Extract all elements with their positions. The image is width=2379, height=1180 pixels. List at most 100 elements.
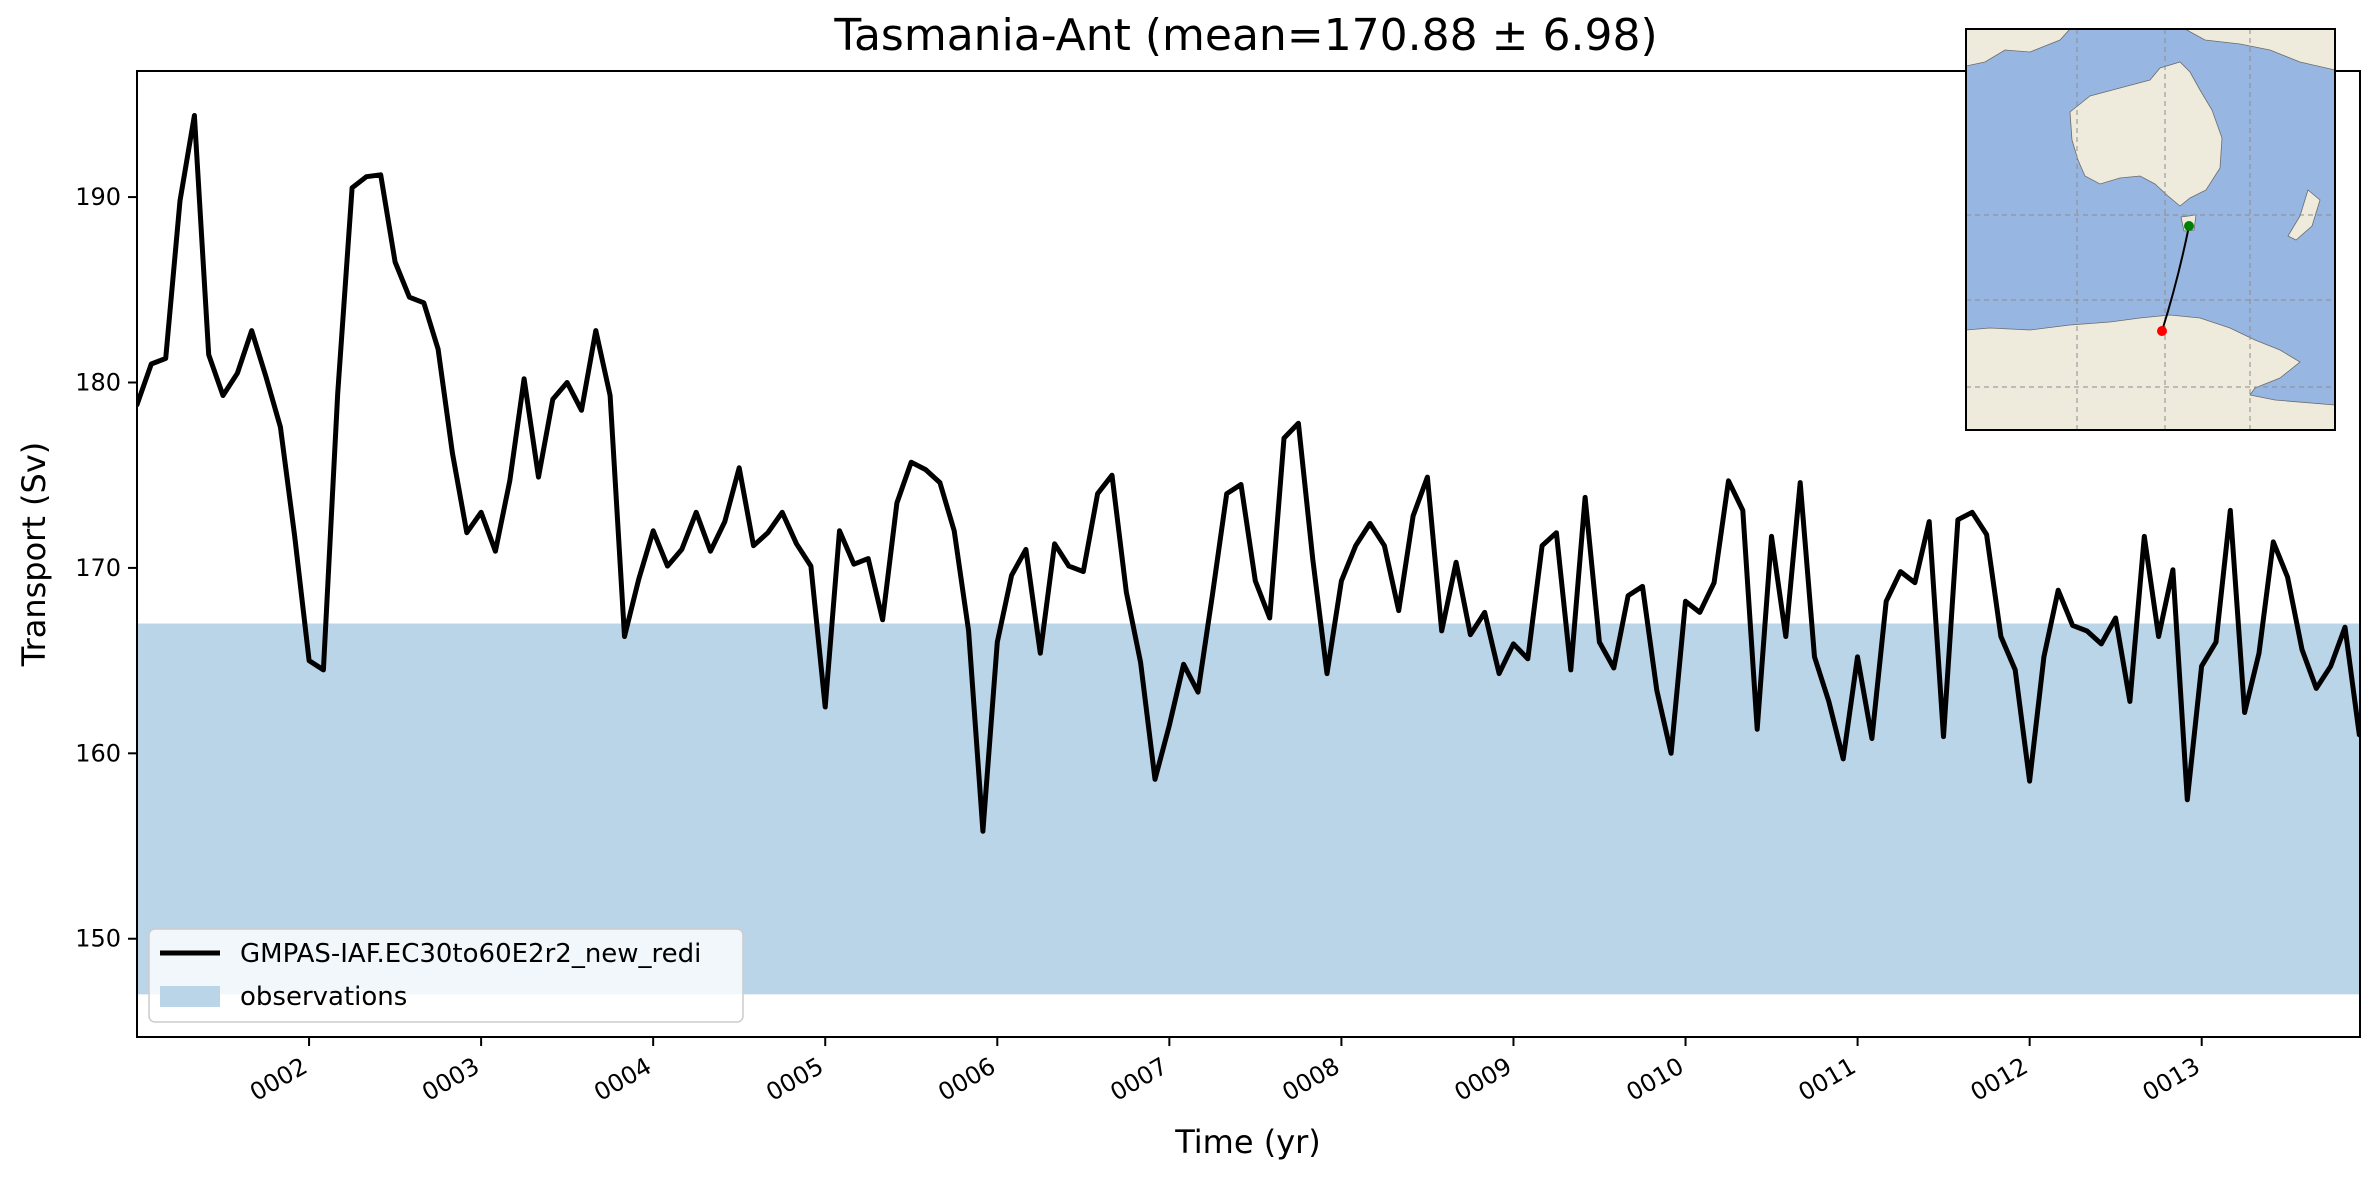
data-point: [1827, 699, 1831, 703]
data-point: [723, 520, 727, 524]
data-point: [1067, 564, 1071, 568]
data-point: [307, 659, 311, 663]
data-point: [1554, 531, 1558, 535]
data-point: [1899, 570, 1903, 574]
data-point: [178, 199, 182, 203]
series-line: [137, 113, 2360, 834]
data-point: [924, 468, 928, 472]
legend: GMPAS-IAF.EC30to60E2r2_new_redi observat…: [148, 928, 744, 1023]
data-point: [795, 542, 799, 546]
data-point: [207, 353, 211, 357]
x-tick-label: 0006: [933, 1052, 1000, 1107]
data-point: [336, 392, 340, 396]
data-point: [278, 425, 282, 429]
data-point: [623, 635, 627, 639]
section-start-marker: [2184, 221, 2194, 231]
data-point: [422, 301, 426, 305]
data-point: [1770, 534, 1774, 538]
data-point: [1884, 599, 1888, 603]
data-point: [680, 547, 684, 551]
data-point: [1698, 610, 1702, 614]
data-point: [1985, 533, 1989, 537]
data-point: [1225, 492, 1229, 496]
y-axis-label: Transport (Sv): [15, 442, 53, 668]
data-point: [1684, 599, 1688, 603]
data-point: [1096, 492, 1100, 496]
data-point: [1641, 584, 1645, 588]
data-point: [164, 356, 168, 360]
data-point: [407, 295, 411, 299]
y-tick-label: 190: [75, 183, 121, 211]
data-point: [2142, 534, 2146, 538]
data-point: [1440, 629, 1444, 633]
y-tick-label: 170: [75, 554, 121, 582]
data-point: [1956, 518, 1960, 522]
data-point: [537, 475, 541, 479]
data-point: [149, 362, 153, 366]
data-point: [1038, 651, 1042, 655]
data-point: [1784, 635, 1788, 639]
data-point: [1813, 655, 1817, 659]
plot-frame: [136, 70, 2361, 1038]
data-point: [1526, 657, 1530, 661]
legend-series-label: GMPAS-IAF.EC30to60E2r2_new_redi: [240, 939, 701, 969]
data-point: [1182, 662, 1186, 666]
data-point: [1727, 479, 1731, 483]
data-point: [1497, 672, 1501, 676]
data-point: [1382, 544, 1386, 548]
data-point: [522, 377, 526, 381]
data-point: [2013, 668, 2017, 672]
data-point: [2085, 629, 2089, 633]
data-point: [2028, 779, 2032, 783]
data-point: [2286, 575, 2290, 579]
data-point: [2128, 699, 2132, 703]
data-point: [192, 114, 196, 118]
map-land-asia: [1966, 29, 2071, 67]
data-point: [2042, 655, 2046, 659]
data-point: [2257, 651, 2261, 655]
data-point: [709, 549, 713, 553]
data-point: [651, 529, 655, 533]
data-point: [1425, 475, 1429, 479]
y-tick-label: 180: [75, 368, 121, 396]
x-tick-label: 0007: [1105, 1052, 1172, 1107]
data-point: [350, 186, 354, 190]
data-point: [1999, 635, 2003, 639]
data-point: [995, 640, 999, 644]
data-point: [594, 329, 598, 333]
data-point: [1540, 544, 1544, 548]
y-tick-label: 150: [75, 925, 121, 953]
data-point: [1483, 610, 1487, 614]
data-point: [1612, 666, 1616, 670]
legend-observations-label: observations: [240, 982, 407, 1012]
data-point: [2243, 711, 2247, 715]
data-point: [1454, 560, 1458, 564]
data-point: [508, 479, 512, 483]
data-point: [1153, 777, 1157, 781]
data-point: [2071, 623, 2075, 627]
inset-map: [1965, 28, 2336, 431]
data-point: [766, 531, 770, 535]
data-point: [1569, 668, 1573, 672]
data-point: [2185, 798, 2189, 802]
data-point: [2200, 664, 2204, 668]
x-tick-label: 0010: [1622, 1052, 1689, 1107]
data-point: [2157, 635, 2161, 639]
data-point: [450, 451, 454, 455]
data-point: [235, 371, 239, 375]
map-gridlines: [1966, 29, 2335, 430]
data-point: [838, 529, 842, 533]
data-point: [1913, 581, 1917, 585]
data-point: [2099, 642, 2103, 646]
data-point: [881, 618, 885, 622]
data-point: [1010, 573, 1014, 577]
data-point: [1339, 579, 1343, 583]
data-point: [1626, 594, 1630, 598]
y-tick-label: 160: [75, 739, 121, 767]
data-point: [1024, 547, 1028, 551]
x-tick-label: 0013: [2138, 1052, 2205, 1107]
data-point: [1755, 727, 1759, 731]
data-point: [1583, 495, 1587, 499]
data-point: [565, 381, 569, 385]
data-point: [2214, 640, 2218, 644]
